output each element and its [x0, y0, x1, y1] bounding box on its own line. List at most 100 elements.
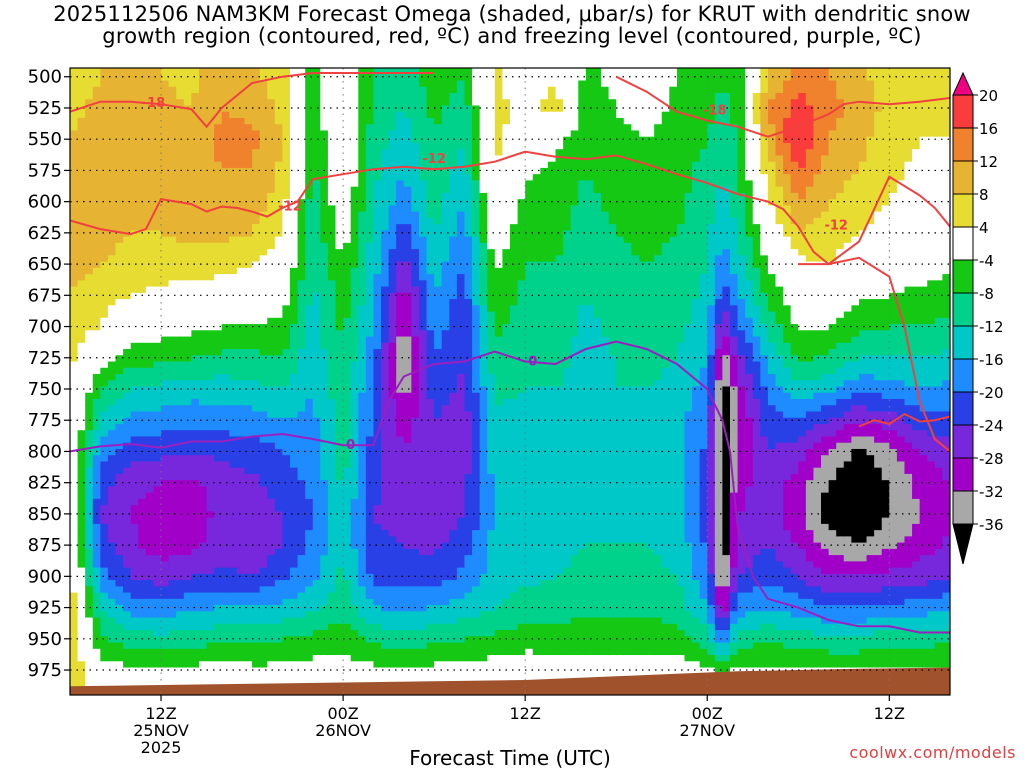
omega-cell [327, 199, 337, 206]
omega-cell [350, 255, 359, 263]
omega-cell [350, 68, 359, 75]
omega-cell [267, 592, 276, 600]
omega-cell [145, 667, 155, 675]
omega-cell [221, 136, 230, 144]
omega-cell [176, 255, 185, 263]
omega-cell [259, 311, 268, 319]
omega-cell [335, 80, 344, 88]
omega-cell [85, 317, 94, 325]
omega-cell [388, 92, 397, 100]
omega-cell [153, 498, 162, 506]
omega-cell [161, 267, 170, 275]
omega-cell [168, 430, 177, 438]
omega-cell [312, 292, 321, 300]
omega-cell [267, 386, 276, 394]
omega-cell [259, 355, 268, 363]
omega-cell [77, 124, 86, 132]
omega-cell [77, 249, 86, 256]
omega-cell [123, 199, 132, 206]
omega-cell [138, 92, 147, 100]
omega-cell [70, 230, 79, 238]
omega-cell [206, 505, 215, 512]
omega-cell [343, 480, 352, 488]
omega-cell [411, 630, 420, 637]
omega-cell [85, 80, 94, 88]
omega-cell [107, 655, 117, 662]
omega-cell [434, 317, 443, 325]
omega-cell [320, 423, 329, 431]
omega-cell [327, 498, 337, 506]
omega-cell [350, 342, 359, 350]
omega-cell [396, 355, 405, 363]
omega-cell [176, 311, 185, 319]
omega-cell [115, 605, 124, 612]
omega-cell [327, 630, 337, 637]
omega-cell [327, 155, 337, 163]
omega-cell [100, 455, 109, 463]
omega-cell [373, 442, 382, 450]
omega-cell [70, 673, 79, 681]
omega-cell [373, 605, 382, 612]
omega-cell [115, 580, 124, 587]
omega-cell [153, 480, 162, 488]
omega-cell [411, 667, 420, 675]
omega-cell [168, 586, 177, 594]
omega-cell [206, 367, 215, 375]
omega-cell [449, 180, 458, 188]
omega-cell [411, 68, 420, 75]
omega-cell [282, 448, 291, 456]
omega-cell [198, 136, 208, 144]
omega-cell [290, 205, 299, 213]
omega-cell [130, 430, 139, 438]
omega-cell [343, 567, 352, 575]
omega-cell [153, 442, 162, 450]
omega-cell [305, 511, 314, 519]
omega-cell [335, 467, 344, 475]
omega-cell [145, 242, 155, 250]
omega-cell [138, 249, 147, 256]
omega-cell [100, 267, 109, 275]
omega-cell [388, 517, 397, 525]
omega-cell [176, 636, 185, 644]
omega-cell [70, 68, 79, 75]
omega-cell [426, 617, 435, 625]
omega-cell [153, 149, 162, 157]
omega-cell [198, 161, 208, 169]
omega-cell [365, 211, 375, 219]
omega-cell [388, 423, 397, 431]
omega-cell [418, 580, 428, 587]
omega-cell [327, 361, 337, 369]
omega-cell [100, 511, 109, 519]
omega-cell [191, 205, 200, 213]
omega-cell [123, 680, 132, 687]
omega-cell [418, 392, 428, 400]
omega-cell [290, 455, 299, 463]
omega-cell [305, 99, 314, 107]
omega-cell [123, 555, 132, 562]
omega-cell [373, 330, 382, 338]
omega-cell [85, 367, 94, 375]
omega-cell [388, 467, 397, 475]
omega-cell [320, 361, 329, 369]
omega-cell [259, 286, 268, 294]
omega-cell [214, 224, 223, 231]
omega-cell [426, 542, 435, 550]
omega-cell [138, 117, 147, 125]
omega-cell [305, 280, 314, 288]
omega-cell [107, 511, 117, 519]
omega-cell [252, 523, 261, 531]
omega-cell [388, 461, 397, 469]
omega-cell [221, 180, 230, 188]
omega-cell [282, 536, 291, 544]
omega-cell [335, 561, 344, 569]
omega-cell [153, 255, 162, 263]
omega-cell [411, 648, 420, 656]
omega-cell [388, 317, 397, 325]
omega-cell [236, 286, 246, 294]
omega-cell [358, 636, 367, 644]
omega-cell [418, 280, 428, 288]
omega-cell [183, 555, 192, 562]
omega-cell [373, 236, 382, 244]
omega-cell [320, 74, 329, 82]
omega-cell [282, 342, 291, 350]
